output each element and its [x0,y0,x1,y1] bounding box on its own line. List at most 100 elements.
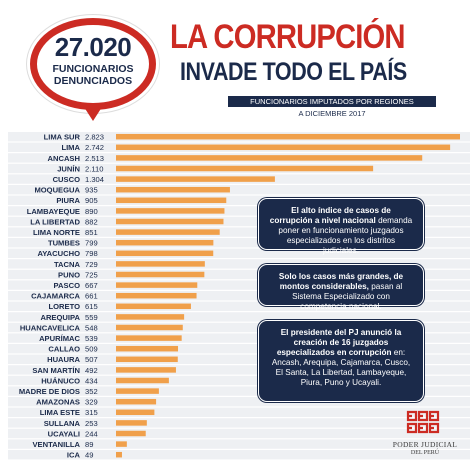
value-label: 729 [85,260,98,269]
bar [116,345,179,352]
badge-label-line2: DENUNCIADOS [53,75,133,87]
info-box-1-bold: El alto índice de casos de corrupción a … [269,206,391,225]
bar [116,303,191,310]
value-label: 799 [85,239,98,248]
badge-circle [30,18,156,110]
category-label: CALLAO [48,345,80,354]
badge-pin-icon [84,107,102,121]
row-background [8,418,470,428]
info-box-national: El alto índice de casos de corrupción a … [258,198,424,255]
row-background [8,386,470,396]
row-background [8,238,470,248]
value-label: 851 [85,228,98,237]
bar [116,250,214,257]
category-label: SAN MARTÍN [32,366,80,375]
category-label: LAMBAYEQUE [27,207,80,216]
category-label: PIURA [56,196,80,205]
category-label: CAJAMARCA [31,292,80,301]
value-label: 890 [85,207,98,216]
value-label: 315 [85,408,98,417]
bar [116,324,183,331]
value-label: 559 [85,313,98,322]
bar [116,261,205,267]
category-label: TUMBES [48,239,80,248]
category-label: LORETO [48,302,80,311]
row-background [8,248,470,258]
row-background [8,365,470,375]
category-label: LIMA SUR [44,133,81,142]
row-background [8,291,470,301]
category-label: ICA [67,451,81,460]
info-box-courts: El presidente del PJ anunció la creación… [258,320,424,402]
info-box-specialized: Solo los casos más grandes, de montos co… [258,264,424,311]
row-background [8,206,470,216]
bar [116,239,214,246]
bar [116,451,122,458]
value-label: 2.823 [85,133,104,142]
bar [116,356,178,363]
value-label: 507 [85,355,98,364]
badge-label: FUNCIONARIOS DENUNCIADOS [30,63,156,87]
bar [116,133,460,140]
category-label: ANCASH [48,154,81,163]
value-label: 509 [85,345,98,354]
row-background [8,301,470,311]
value-label: 2.513 [85,154,104,163]
row-background [8,227,470,237]
bar [116,367,176,373]
chart-subtitle: FUNCIONARIOS IMPUTADOS POR REGIONES [228,96,436,107]
category-label: CUSCO [53,175,81,184]
bar [116,282,198,288]
category-label: VENTANILLA [32,440,80,449]
value-label: 2.742 [85,143,104,152]
value-label: 905 [85,196,98,205]
info-box-3-text: en: Ancash, Arequipa, Cajamarca, Cusco, … [271,348,411,387]
bar [116,144,451,151]
logo-caption: PODER JUDICIAL [392,440,458,449]
value-label: 798 [85,249,98,258]
category-label: MADRE DE DIOS [19,387,80,396]
value-label: 935 [85,186,98,195]
row-background [8,397,470,407]
value-label: 2.110 [85,164,103,173]
row-background [8,195,470,205]
bar [116,292,197,299]
bar-chart: LIMA SUR 2.823 LIMA 2.742 ANCASH 2.513 JUNÍN 2.… [8,132,470,460]
row-background [8,333,470,343]
bar [116,335,182,341]
bar [116,197,227,204]
row-background [8,185,470,195]
chart-date: A DICIEMBRE 2017 [298,109,366,118]
bar [116,155,423,161]
bar [116,398,157,405]
row-background [8,439,470,449]
row-background [8,375,470,386]
value-label: 615 [85,302,98,311]
bar [116,409,155,416]
bar [116,271,205,278]
category-label: HUÁNUCO [41,376,80,385]
value-label: 89 [85,440,93,449]
bar [116,176,275,182]
value-label: 882 [85,217,98,226]
poder-judicial-logo-icon [406,410,440,434]
bar [116,420,147,426]
bar [116,186,230,193]
badge-number: 27.020 [54,32,132,62]
category-label: SULLANA [44,419,81,428]
value-label: 548 [85,323,98,332]
category-label: LA LIBERTAD [30,217,80,226]
info-box-2-text: pasan al Sistema Especializado con compe… [292,282,403,311]
bar [116,229,220,235]
row-background [8,450,470,460]
category-label: HUAURA [47,355,80,364]
value-label: 667 [85,281,98,290]
row-background [8,354,470,364]
bar [116,441,127,447]
category-label: LIMA NORTE [33,228,80,237]
bar [116,314,185,320]
category-label: APURÍMAC [39,334,80,343]
category-label: TACNA [54,260,81,269]
category-label: PASCO [54,281,81,290]
value-label: 434 [85,376,98,385]
